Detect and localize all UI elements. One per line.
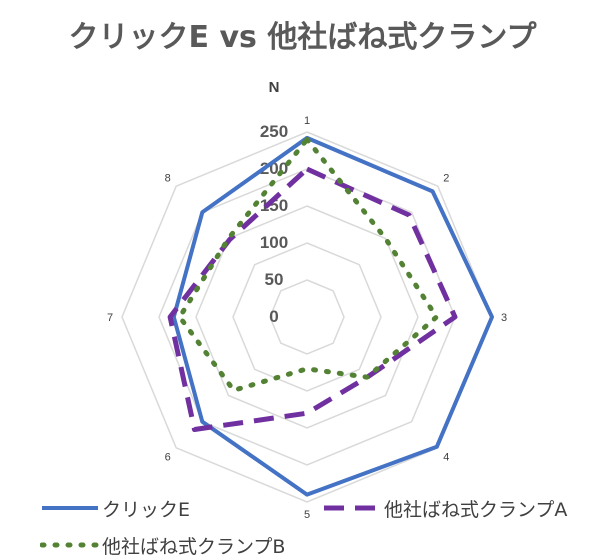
grid-ring <box>269 279 345 355</box>
legend-item-2: 他社ばね式クランプA <box>322 493 567 523</box>
legend-label: 他社ばね式クランプA <box>384 498 568 521</box>
legend-item-3: 他社ばね式クランプB <box>40 530 285 560</box>
category-label-2: 2 <box>443 173 449 185</box>
category-label-3: 3 <box>501 312 507 324</box>
legend-swatch <box>42 506 98 510</box>
category-label-4: 4 <box>443 451 449 463</box>
radial-tick-label: 0 <box>269 307 278 326</box>
category-label-8: 8 <box>165 173 171 185</box>
grid-ring <box>121 131 493 503</box>
category-label-7: 7 <box>107 312 113 324</box>
legend-label: 他社ばね式クランプB <box>102 535 286 558</box>
grid-ring <box>158 168 456 466</box>
series-layer <box>167 135 494 497</box>
radial-tick-label: 100 <box>260 233 288 252</box>
legend-swatch <box>324 505 380 511</box>
legend-swatch <box>40 542 101 548</box>
legend-label: クリックE <box>102 498 191 521</box>
category-labels: 1 2 3 4 5 6 7 8 <box>107 115 507 521</box>
radial-tick-label: 250 <box>260 122 288 141</box>
series-line-1 <box>171 135 494 497</box>
series-line-3 <box>177 136 439 393</box>
radial-tick-label: 150 <box>260 196 288 215</box>
radial-tick-label: 50 <box>265 270 284 289</box>
category-label-6: 6 <box>165 451 171 463</box>
unit-label: N <box>269 79 280 96</box>
chart-title: クリックE vs 他社ばね式クランプ <box>68 20 537 55</box>
radar-grid <box>121 131 493 503</box>
legend-item-1: クリックE <box>40 493 190 523</box>
grid-ring <box>195 205 419 429</box>
grid-ring <box>232 242 382 392</box>
category-label-1: 1 <box>304 115 310 127</box>
category-label-5: 5 <box>304 509 310 521</box>
